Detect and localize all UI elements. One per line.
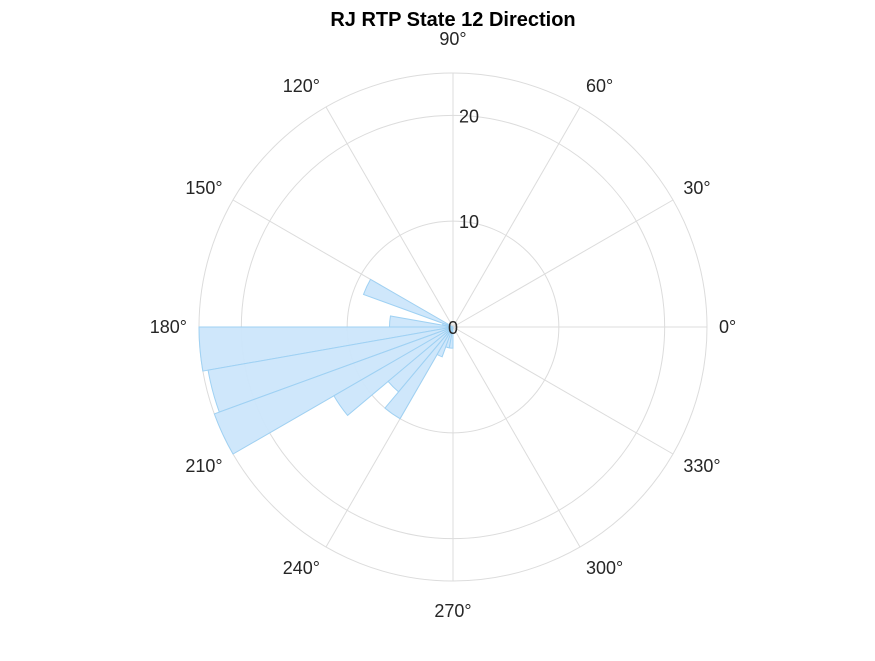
bar-260-270 [448,326,454,349]
grid-spoke-60 [452,106,581,328]
grid-spoke-120 [325,106,454,328]
bar-150-160 [362,278,454,328]
angle-tick-label-30: 30° [683,178,710,198]
angle-tick-label-90: 90° [439,29,466,49]
angle-tick-label-330: 330° [683,456,720,476]
angle-tick-label-210: 210° [185,456,222,476]
bar-200-210 [213,326,454,455]
angle-tick-label-120: 120° [283,76,320,96]
grid-spoke-300 [452,326,581,548]
angle-tick-label-150: 150° [185,178,222,198]
radial-tick-label-20: 20 [459,106,479,126]
angle-tick-label-270: 270° [434,601,471,621]
grid-spoke-330 [452,326,674,455]
angle-tick-label-180: 180° [150,317,187,337]
bar-240-250 [436,326,454,358]
bars [198,278,454,455]
grid-spoke-30 [452,199,674,328]
bar-210-220 [333,326,454,417]
angle-tick-label-300: 300° [586,558,623,578]
radial-tick-label-0: 0 [448,318,458,338]
angle-tick-label-60: 60° [586,76,613,96]
chart-title: RJ RTP State 12 Direction [330,9,575,31]
bar-230-240 [384,326,454,420]
angle-tick-label-0: 0° [719,317,736,337]
radial-tick-label-10: 10 [459,212,479,232]
labels: 0° 30° 60° 90° 120° 150° 180° 210° 240° 270° 300° 3… [150,29,736,621]
angle-tick-label-240: 240° [283,558,320,578]
